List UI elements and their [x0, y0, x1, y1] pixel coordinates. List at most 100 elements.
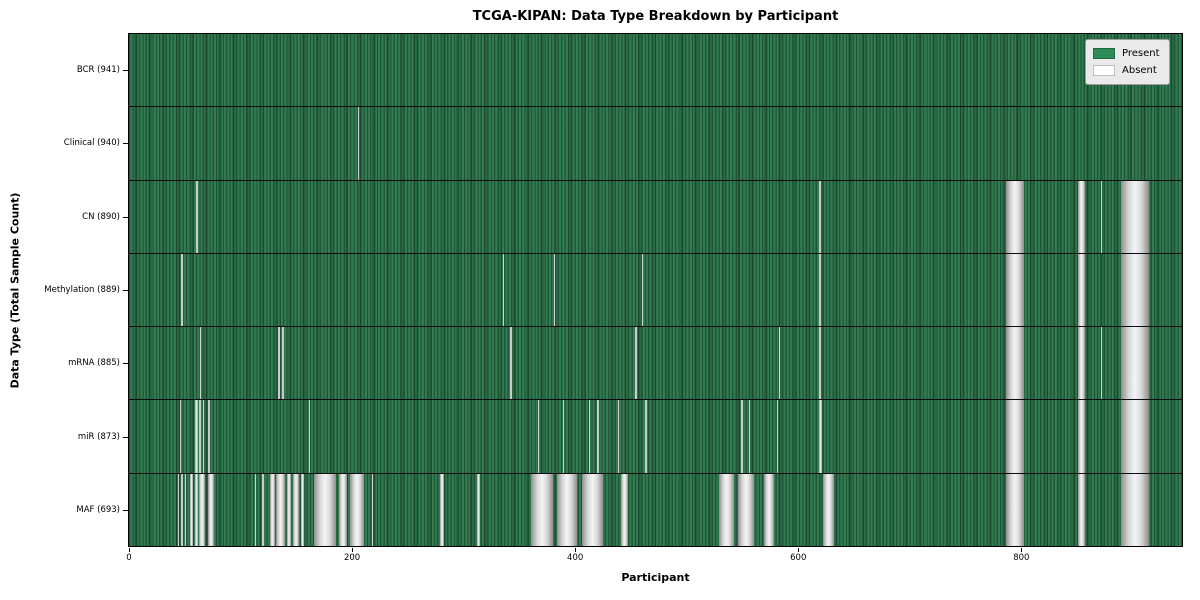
- plot-area: [128, 33, 1183, 547]
- absent-stripe: [255, 473, 257, 546]
- absent-stripe: [281, 327, 285, 400]
- xtick-mark: [1021, 548, 1023, 552]
- ytick-mark: [123, 217, 128, 218]
- absent-stripe: [440, 473, 444, 546]
- xtick-mark: [352, 548, 354, 552]
- row-mir: [129, 400, 1182, 474]
- ytick-label-mrna: mRNA (885): [68, 358, 120, 369]
- xtick-mark: [575, 548, 577, 552]
- ytick-label-mir: miR (873): [77, 431, 120, 442]
- absent-stripe: [741, 400, 743, 473]
- xtick-label-600: 600: [790, 553, 807, 563]
- absent-stripe: [292, 473, 299, 546]
- absent-stripe: [1005, 327, 1024, 400]
- absent-stripe: [194, 400, 199, 473]
- absent-stripe: [338, 473, 347, 546]
- absent-stripe: [749, 400, 751, 473]
- ytick-label-clinical: Clinical (940): [63, 138, 120, 149]
- xtick-mark: [798, 548, 800, 552]
- absent-stripe: [1078, 400, 1085, 473]
- absent-stripe: [635, 327, 637, 400]
- absent-stripe: [278, 327, 280, 400]
- row-clinical: [129, 107, 1182, 181]
- absent-stripe: [202, 400, 204, 473]
- absent-stripe: [819, 400, 822, 473]
- absent-stripe: [645, 400, 647, 473]
- ytick-label-bcr: BCR (941): [76, 64, 120, 75]
- absent-stripe: [617, 400, 619, 473]
- absent-stripe: [597, 400, 599, 473]
- xtick-label-400: 400: [567, 553, 584, 563]
- absent-stripe: [642, 253, 644, 327]
- absent-stripe: [190, 473, 193, 546]
- absent-stripe: [1005, 180, 1024, 253]
- absent-stripe: [530, 473, 553, 546]
- xtick-label-0: 0: [126, 553, 132, 563]
- absent-stripe: [1078, 473, 1085, 546]
- absent-stripe: [1100, 180, 1102, 253]
- absent-stripe: [620, 473, 628, 546]
- absent-stripe: [1120, 327, 1149, 400]
- absent-stripe: [719, 473, 734, 546]
- absent-stripe: [1120, 473, 1149, 546]
- absent-stripe: [308, 400, 310, 473]
- ytick-label-maf: MAF (693): [76, 505, 120, 516]
- absent-stripe: [510, 327, 512, 400]
- absent-stripe: [822, 473, 834, 546]
- absent-stripe: [562, 400, 565, 473]
- absent-stripe: [200, 327, 202, 400]
- row-maf: [129, 473, 1182, 546]
- legend-item-present: Present: [1093, 45, 1160, 62]
- ytick-mark: [123, 290, 128, 291]
- xtick-label-200: 200: [343, 553, 361, 563]
- ytick-mark: [123, 510, 128, 511]
- absent-stripe: [777, 400, 779, 473]
- absent-stripe: [261, 473, 264, 546]
- absent-stripe: [1005, 253, 1024, 327]
- row-bcr: [129, 34, 1182, 108]
- x-axis-label: Participant: [621, 571, 690, 584]
- absent-stripe: [208, 400, 211, 473]
- absent-stripe: [1120, 400, 1149, 473]
- ytick-label-cn: CN (890): [82, 211, 120, 222]
- absent-stripe: [195, 180, 199, 253]
- absent-stripe: [819, 180, 821, 253]
- absent-stripe: [819, 253, 821, 327]
- absent-stripe: [763, 473, 774, 546]
- absent-stripe: [349, 473, 365, 546]
- absent-swatch-icon: [1093, 65, 1115, 76]
- absent-stripe: [269, 473, 276, 546]
- row-cn: [129, 180, 1182, 254]
- absent-stripe: [477, 473, 481, 546]
- ytick-mark: [123, 363, 128, 364]
- absent-stripe: [357, 107, 359, 180]
- absent-stripe: [184, 473, 186, 546]
- absent-stripe: [178, 473, 180, 546]
- absent-stripe: [1100, 327, 1102, 400]
- absent-stripe: [208, 473, 214, 546]
- absent-stripe: [194, 473, 199, 546]
- absent-stripe: [1078, 253, 1085, 327]
- absent-stripe: [557, 473, 578, 546]
- absent-stripe: [738, 473, 754, 546]
- xtick-mark: [129, 548, 130, 552]
- absent-stripe: [287, 473, 291, 546]
- absent-stripe: [1078, 180, 1085, 253]
- legend-item-absent: Absent: [1093, 62, 1160, 79]
- absent-stripe: [819, 327, 821, 400]
- xtick-label-800: 800: [1013, 553, 1030, 563]
- absent-stripe: [1120, 253, 1149, 327]
- absent-stripe: [199, 473, 205, 546]
- absent-stripe: [1120, 180, 1149, 253]
- absent-stripe: [181, 473, 183, 546]
- row-mrna: [129, 327, 1182, 401]
- legend-label-present: Present: [1122, 48, 1160, 59]
- legend: Present Absent: [1085, 39, 1170, 85]
- absent-stripe: [181, 253, 183, 327]
- absent-stripe: [180, 400, 182, 473]
- absent-stripe: [581, 473, 604, 546]
- absent-stripe: [276, 473, 286, 546]
- absent-stripe: [1005, 400, 1024, 473]
- absent-stripe: [553, 253, 556, 327]
